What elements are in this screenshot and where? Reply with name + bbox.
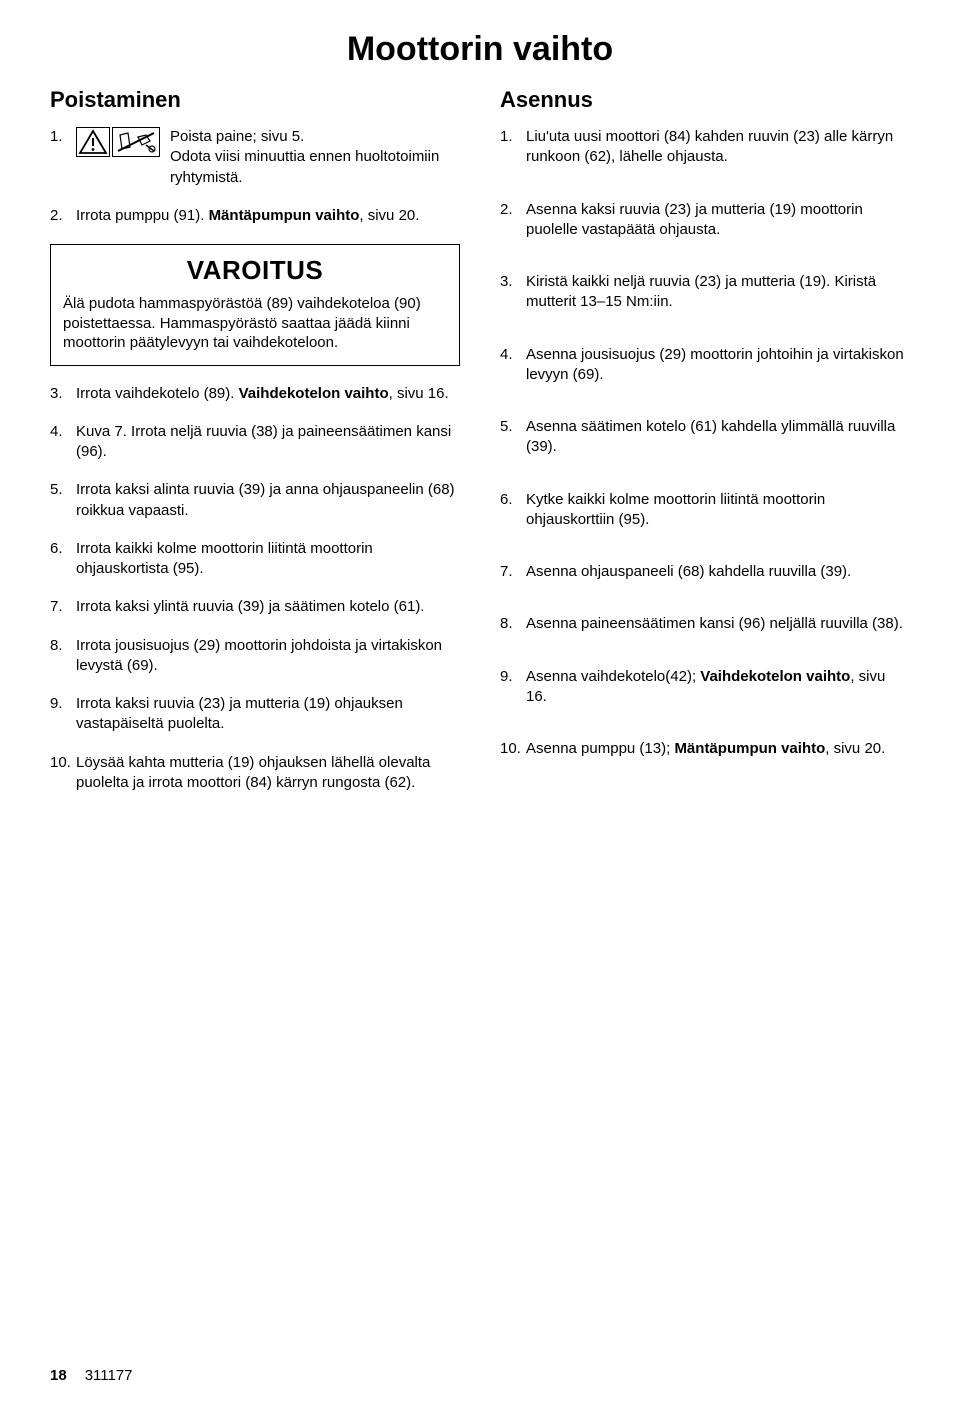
step-number: 8. xyxy=(50,636,76,677)
step-number: 4. xyxy=(50,422,76,463)
step-number: 7. xyxy=(500,562,526,582)
right-step-9: 9. Asenna vaihdekotelo(42); Vaihdekotelo… xyxy=(500,667,910,708)
step-text: Kytke kaikki kolme moottorin liitintä mo… xyxy=(526,490,910,531)
left-step-9: 9. Irrota kaksi ruuvia (23) ja mutteria … xyxy=(50,694,460,735)
step-number: 7. xyxy=(50,597,76,617)
step-text: Asenna kaksi ruuvia (23) ja mutteria (19… xyxy=(526,200,910,241)
page-title: Moottorin vaihto xyxy=(50,30,910,69)
step-text: Asenna ohjauspaneeli (68) kahdella ruuvi… xyxy=(526,562,910,582)
step-text: Irrota kaikki kolme moottorin liitintä m… xyxy=(76,539,460,580)
step-text: Asenna paineensäätimen kansi (96) neljäl… xyxy=(526,614,910,634)
step-text: Irrota jousisuojus (29) moottorin johdoi… xyxy=(76,636,460,677)
step-number: 9. xyxy=(50,694,76,735)
removal-heading: Poistaminen xyxy=(50,87,460,113)
step-number: 6. xyxy=(50,539,76,580)
page-number: 18 xyxy=(50,1367,67,1384)
left-step-7: 7. Irrota kaksi ylintä ruuvia (39) ja sä… xyxy=(50,597,460,617)
step-number: 2. xyxy=(500,200,526,241)
step-text: Asenna jousisuojus (29) moottorin johtoi… xyxy=(526,345,910,386)
right-step-7: 7. Asenna ohjauspaneeli (68) kahdella ru… xyxy=(500,562,910,582)
pressure-release-icon xyxy=(112,127,160,157)
warning-title: VAROITUS xyxy=(63,255,447,286)
right-step-4: 4. Asenna jousisuojus (29) moottorin joh… xyxy=(500,345,910,386)
left-step-4: 4. Kuva 7. Irrota neljä ruuvia (38) ja p… xyxy=(50,422,460,463)
step-number: 3. xyxy=(500,272,526,313)
step-text: Löysää kahta mutteria (19) ohjauksen läh… xyxy=(76,753,460,794)
right-step-2: 2. Asenna kaksi ruuvia (23) ja mutteria … xyxy=(500,200,910,241)
step-text: Liu'uta uusi moottori (84) kahden ruuvin… xyxy=(526,127,910,168)
installation-heading: Asennus xyxy=(500,87,910,113)
step-number: 10. xyxy=(50,753,76,794)
step-text: Poista paine; sivu 5. Odota viisi minuut… xyxy=(170,127,460,188)
step-text: Irrota kaksi ylintä ruuvia (39) ja sääti… xyxy=(76,597,460,617)
step-text: Asenna vaihdekotelo(42); Vaihdekotelon v… xyxy=(526,667,910,708)
right-step-3: 3. Kiristä kaikki neljä ruuvia (23) ja m… xyxy=(500,272,910,313)
step-text: Kuva 7. Irrota neljä ruuvia (38) ja pain… xyxy=(76,422,460,463)
right-step-6: 6. Kytke kaikki kolme moottorin liitintä… xyxy=(500,490,910,531)
left-step-5: 5. Irrota kaksi alinta ruuvia (39) ja an… xyxy=(50,480,460,521)
right-step-8: 8. Asenna paineensäätimen kansi (96) nel… xyxy=(500,614,910,634)
step-text: Asenna säätimen kotelo (61) kahdella yli… xyxy=(526,417,910,458)
step-number: 6. xyxy=(500,490,526,531)
step-text: Irrota kaksi ruuvia (23) ja mutteria (19… xyxy=(76,694,460,735)
step-text: Irrota pumppu (91). Mäntäpumpun vaihto, … xyxy=(76,206,460,226)
right-column: Asennus 1. Liu'uta uusi moottori (84) ka… xyxy=(500,87,910,811)
warning-text: Älä pudota hammaspyörästöä (89) vaihdeko… xyxy=(63,294,447,353)
left-step-2: 2. Irrota pumppu (91). Mäntäpumpun vaiht… xyxy=(50,206,460,226)
right-step-5: 5. Asenna säätimen kotelo (61) kahdella … xyxy=(500,417,910,458)
left-step-6: 6. Irrota kaikki kolme moottorin liitint… xyxy=(50,539,460,580)
step-number: 2. xyxy=(50,206,76,226)
step-number: 1. xyxy=(500,127,526,168)
step-number: 3. xyxy=(50,384,76,404)
step-number: 9. xyxy=(500,667,526,708)
left-step-3: 3. Irrota vaihdekotelo (89). Vaihdekotel… xyxy=(50,384,460,404)
step-text: Irrota kaksi alinta ruuvia (39) ja anna … xyxy=(76,480,460,521)
step-number: 1. xyxy=(50,127,76,188)
step-number: 4. xyxy=(500,345,526,386)
step-number: 5. xyxy=(500,417,526,458)
warning-icons xyxy=(76,127,160,157)
warning-triangle-icon xyxy=(76,127,110,157)
right-step-10: 10. Asenna pumppu (13); Mäntäpumpun vaih… xyxy=(500,739,910,759)
step-text: Asenna pumppu (13); Mäntäpumpun vaihto, … xyxy=(526,739,910,759)
step-text: Kiristä kaikki neljä ruuvia (23) ja mutt… xyxy=(526,272,910,313)
step-text: Irrota vaihdekotelo (89). Vaihdekotelon … xyxy=(76,384,460,404)
left-step-8: 8. Irrota jousisuojus (29) moottorin joh… xyxy=(50,636,460,677)
step-number: 10. xyxy=(500,739,526,759)
content-columns: Poistaminen 1. xyxy=(50,87,910,811)
right-step-1: 1. Liu'uta uusi moottori (84) kahden ruu… xyxy=(500,127,910,168)
document-number: 311177 xyxy=(85,1367,133,1384)
step-number: 5. xyxy=(50,480,76,521)
left-step-1: 1. xyxy=(50,127,460,188)
warning-box: VAROITUS Älä pudota hammaspyörästöä (89)… xyxy=(50,244,460,366)
page-footer: 18 311177 xyxy=(50,1367,133,1384)
step-number: 8. xyxy=(500,614,526,634)
left-column: Poistaminen 1. xyxy=(50,87,460,811)
left-step-10: 10. Löysää kahta mutteria (19) ohjauksen… xyxy=(50,753,460,794)
